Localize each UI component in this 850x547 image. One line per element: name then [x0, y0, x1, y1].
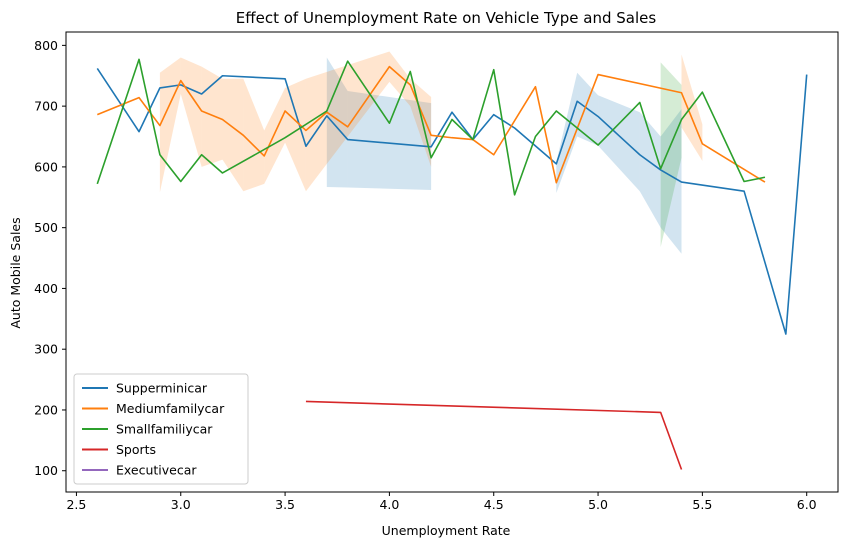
confidence-band-0: [639, 112, 661, 228]
x-tick-label: 4.0: [379, 497, 399, 512]
series-line-smallfamiliycar: [96, 58, 766, 196]
series-line-supperminicar: [96, 68, 808, 335]
x-tick-label: 5.0: [588, 497, 608, 512]
series-line-sports: [305, 400, 683, 470]
confidence-band-0: [598, 95, 640, 192]
x-tick-label: 5.5: [692, 497, 712, 512]
legend-entry: Supperminicar: [116, 381, 208, 396]
chart-title: Effect of Unemployment Rate on Vehicle T…: [236, 9, 657, 27]
series-line-mediumfamilycar: [96, 65, 766, 184]
confidence-band-1: [264, 87, 286, 184]
y-tick-label: 500: [34, 220, 58, 235]
y-tick-label: 400: [34, 281, 58, 296]
confidence-band-0: [660, 109, 682, 254]
y-tick-label: 200: [34, 402, 58, 417]
y-tick-label: 600: [34, 159, 58, 174]
confidence-band-0: [347, 90, 432, 190]
x-tick-label: 4.5: [484, 497, 504, 512]
confidence-band-1: [410, 78, 432, 167]
x-tick-label: 3.0: [171, 497, 191, 512]
confidence-band-1: [201, 66, 223, 167]
x-axis-ticks: 2.5 3.0 3.5 4.0 4.5 5.0 5.5 6.0: [66, 492, 817, 512]
y-tick-label: 100: [34, 463, 58, 478]
x-tick-label: 3.5: [275, 497, 295, 512]
y-axis-ticks: 100 200 300 400 500 600 700 800: [34, 38, 66, 478]
legend-entry: Mediumfamilycar: [116, 401, 225, 416]
confidence-band-1: [222, 78, 244, 192]
y-tick-label: 700: [34, 99, 58, 114]
legend-entry: Smallfamiliycar: [116, 422, 213, 437]
x-tick-label: 2.5: [66, 497, 86, 512]
confidence-bands: [159, 51, 703, 254]
plot-frame: [65, 31, 839, 493]
y-axis-label: Auto Mobile Sales: [8, 217, 23, 328]
confidence-band-0: [326, 57, 348, 188]
y-tick-label: 800: [34, 38, 58, 53]
x-tick-label: 6.0: [797, 497, 817, 512]
confidence-band-1: [243, 78, 265, 192]
legend-entry: Sports: [116, 442, 156, 457]
y-tick-label: 300: [34, 342, 58, 357]
confidence-band-1: [285, 78, 306, 192]
legend-box: [73, 373, 249, 485]
confidence-band-2: [660, 62, 682, 248]
x-axis-label: Unemployment Rate: [382, 523, 511, 538]
legend: Supperminicar Mediumfamilycar Smallfamiliy…: [73, 373, 249, 485]
confidence-band-1: [159, 57, 181, 193]
legend-entry: Executivecar: [116, 463, 197, 478]
confidence-band-1: [681, 54, 703, 161]
confidence-band-1: [389, 51, 411, 107]
series-lines: [96, 58, 808, 470]
confidence-band-1: [305, 51, 390, 192]
confidence-band-1: [180, 57, 202, 167]
